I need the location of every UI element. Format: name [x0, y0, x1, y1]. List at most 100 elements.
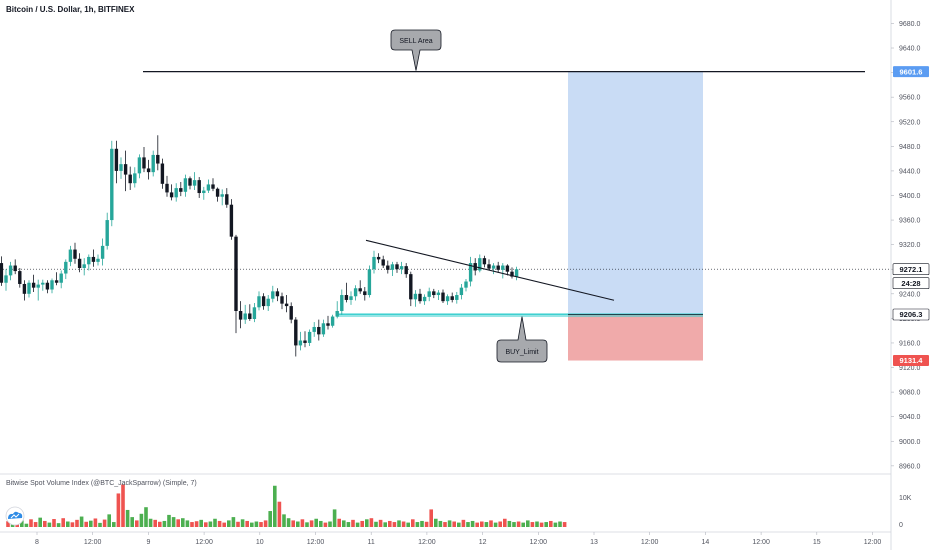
candle [133, 167, 137, 188]
volume-bar [171, 517, 176, 527]
candle [386, 260, 390, 274]
buy-price-tag[interactable]: 9206.3 [892, 308, 930, 321]
volume-bar [346, 522, 351, 527]
time-axis-tick: 10 [256, 539, 264, 546]
candle-body [376, 256, 381, 260]
trendline[interactable] [365, 239, 615, 301]
volume-bar [227, 520, 231, 527]
candle [192, 172, 197, 190]
volume-bar [24, 523, 29, 527]
sell-area-callout[interactable]: SELL Area [390, 29, 442, 71]
volume-bar [286, 518, 291, 527]
candle-body [238, 311, 243, 320]
volume-bar [217, 520, 222, 527]
candle-body [464, 281, 468, 288]
stop-price-tag[interactable]: 9131.4 [893, 355, 929, 367]
candle [266, 295, 270, 312]
volume-axis[interactable]: 10K 0 [899, 495, 912, 529]
volume-bar [475, 522, 479, 527]
candle-body [321, 323, 326, 335]
volume-axis-tick: 10K [899, 495, 912, 502]
candle [441, 289, 445, 304]
candle-body [4, 275, 8, 283]
candle-body [340, 295, 344, 312]
candle [91, 249, 96, 267]
volume-bar [144, 507, 148, 527]
time-axis-tick: 12:00 [864, 539, 882, 546]
candle [280, 292, 284, 310]
candle [478, 254, 482, 273]
time-axis-tick: 12:00 [418, 539, 436, 546]
candle [169, 184, 174, 201]
candle-body [349, 296, 353, 300]
candle [482, 255, 487, 268]
candle [409, 271, 413, 307]
trade-zones [568, 71, 703, 361]
volume-bar [484, 522, 489, 527]
tradingview-cloud-logo[interactable] [5, 506, 25, 526]
volume-bar [84, 521, 88, 527]
volume-bar [130, 517, 134, 527]
candle [206, 179, 211, 194]
candle [468, 256, 473, 287]
price-axis-tick: 9400.0 [899, 193, 921, 200]
price-axis-tick: 9360.0 [899, 218, 921, 225]
candle-body [261, 296, 266, 307]
candle-body [413, 293, 418, 300]
volume-axis-tick: 0 [899, 522, 903, 529]
volume-bar [116, 493, 121, 527]
candle-body [418, 293, 422, 302]
stop-zone[interactable] [568, 314, 703, 361]
candle [271, 285, 275, 303]
volume-bar [158, 521, 162, 527]
candle [459, 283, 464, 300]
time-axis-tick: 12:00 [84, 539, 102, 546]
volume-bar [66, 521, 70, 527]
target-zone[interactable] [568, 71, 703, 315]
candle-body [289, 306, 293, 320]
current-price-tag[interactable]: 9272.1 24:28 [892, 263, 930, 290]
candle [510, 267, 514, 279]
candle [31, 274, 36, 292]
sell-price-tag[interactable]: 9601.6 [893, 66, 929, 78]
candle-body [225, 194, 229, 205]
candle-body [22, 283, 27, 294]
volume-bar [314, 518, 318, 527]
candle [450, 292, 454, 303]
candle [96, 254, 100, 266]
candle-body [68, 249, 73, 262]
buy-limit-line[interactable] [336, 313, 703, 318]
candle [257, 291, 261, 311]
volume-bar [461, 519, 466, 527]
candle-body [455, 295, 459, 300]
candle-body [450, 296, 454, 300]
candle-body [27, 282, 31, 294]
candle [514, 266, 519, 281]
volume-bar [38, 517, 42, 527]
buy-limit-callout[interactable]: BUY_Limit [496, 316, 548, 363]
candle-body [275, 291, 280, 297]
volume-bar [240, 519, 245, 527]
volume-indicator-title: Bitwise Spot Volume Index (@BTC_JackSpar… [6, 480, 197, 487]
candle [491, 263, 496, 275]
candle [404, 263, 408, 278]
candle-body [174, 188, 178, 198]
volume-bar [213, 518, 217, 527]
candle-body [146, 168, 151, 173]
candle-body [151, 154, 155, 173]
candle-body [496, 265, 500, 270]
time-axis[interactable]: 8 12:00 9 12:00 10 12:00 11 12:00 12 12:00 13 12:00… [35, 532, 881, 546]
volume-bar [282, 514, 286, 527]
time-axis-tick: 12:00 [641, 539, 659, 546]
candle [128, 166, 132, 190]
candle-body [234, 236, 238, 312]
volume-bar [167, 514, 171, 527]
candle-body [197, 180, 201, 194]
volume-bar [434, 518, 438, 527]
volume-bar [452, 521, 456, 527]
candle-body [165, 183, 169, 193]
candle [18, 267, 22, 288]
candle [110, 140, 114, 227]
candle [340, 289, 344, 315]
